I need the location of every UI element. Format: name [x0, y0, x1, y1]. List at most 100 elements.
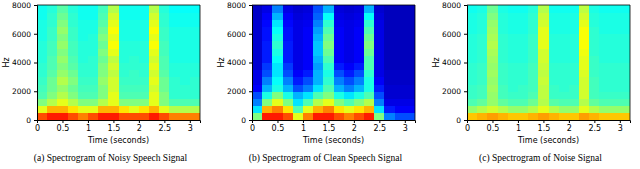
tick: 8000 [12, 1, 37, 10]
cell [528, 106, 539, 114]
cell [579, 98, 590, 106]
tick: 0 [250, 120, 255, 133]
cell [610, 63, 621, 71]
cell [139, 98, 150, 106]
cell [129, 34, 140, 42]
cell [467, 5, 478, 13]
cell [395, 27, 406, 35]
cell [139, 48, 150, 56]
tick: 0 [465, 120, 470, 133]
cell [599, 77, 610, 85]
cell [374, 91, 385, 99]
cell [37, 63, 48, 71]
cell [538, 48, 549, 56]
cell [569, 12, 580, 20]
cell [149, 48, 160, 56]
cell [620, 70, 630, 78]
cell [487, 12, 498, 20]
tick-label: 0 [26, 116, 31, 125]
cell [384, 98, 395, 106]
cell [405, 98, 415, 106]
cell [384, 12, 395, 20]
frame [37, 5, 200, 6]
cell [252, 55, 263, 63]
cell [313, 5, 324, 13]
cell [262, 84, 273, 92]
cell [119, 48, 130, 56]
tick: 2 [567, 120, 572, 133]
cell [190, 34, 200, 42]
cell [528, 113, 539, 120]
cell [579, 70, 590, 78]
tick-label: 2 [352, 124, 357, 133]
cell [487, 70, 498, 78]
cell [293, 34, 304, 42]
cell [180, 63, 191, 71]
cell [610, 12, 621, 20]
cell [303, 70, 314, 78]
cell [98, 19, 109, 27]
cell [57, 34, 68, 42]
cell [283, 34, 294, 42]
tick-label: 2.5 [158, 124, 171, 133]
cell [313, 12, 324, 20]
cell [119, 106, 130, 114]
tick-mark [164, 120, 165, 123]
cell [569, 113, 580, 120]
cell [599, 55, 610, 63]
tick: 3 [618, 120, 623, 133]
tick-mark [492, 120, 493, 123]
cell [395, 34, 406, 42]
cell [610, 5, 621, 13]
cell [68, 27, 79, 35]
cell [169, 55, 180, 63]
cell [487, 77, 498, 85]
cell [68, 106, 79, 114]
cell [149, 12, 160, 20]
cell [395, 5, 406, 13]
cell [129, 5, 140, 13]
cell [498, 5, 509, 13]
cell [190, 12, 200, 20]
tick: 4000 [227, 58, 252, 67]
cell [37, 27, 48, 35]
cell [190, 70, 200, 78]
cell [98, 5, 109, 13]
cell [487, 27, 498, 35]
cell [538, 106, 549, 114]
y-axis: 02000400060008000 [227, 1, 253, 125]
cell [364, 106, 375, 114]
tick-mark [34, 34, 37, 35]
cell [559, 5, 570, 13]
cell [487, 5, 498, 13]
cell [37, 77, 48, 85]
cell [528, 27, 539, 35]
tick-label: 4000 [442, 58, 461, 67]
cell [477, 12, 488, 20]
tick-mark [190, 120, 191, 123]
cell [190, 19, 200, 27]
tick-label: 2.5 [373, 124, 386, 133]
cell [272, 55, 283, 63]
cell [313, 77, 324, 85]
cell [467, 55, 478, 63]
cell [549, 34, 560, 42]
tick-label: 1.5 [108, 124, 121, 133]
cell [68, 55, 79, 63]
cell [610, 91, 621, 99]
cell [508, 63, 519, 71]
cell [262, 19, 273, 27]
cell [293, 19, 304, 27]
cell [599, 84, 610, 92]
cell [252, 63, 263, 71]
cell [47, 70, 58, 78]
cell [518, 5, 529, 13]
tick-label: 6000 [227, 30, 246, 39]
cell [190, 91, 200, 99]
cell [569, 106, 580, 114]
x-axis-title: Time (seconds) [302, 136, 364, 145]
cell [262, 55, 273, 63]
cell [487, 84, 498, 92]
cell [37, 48, 48, 56]
cell [518, 27, 529, 35]
